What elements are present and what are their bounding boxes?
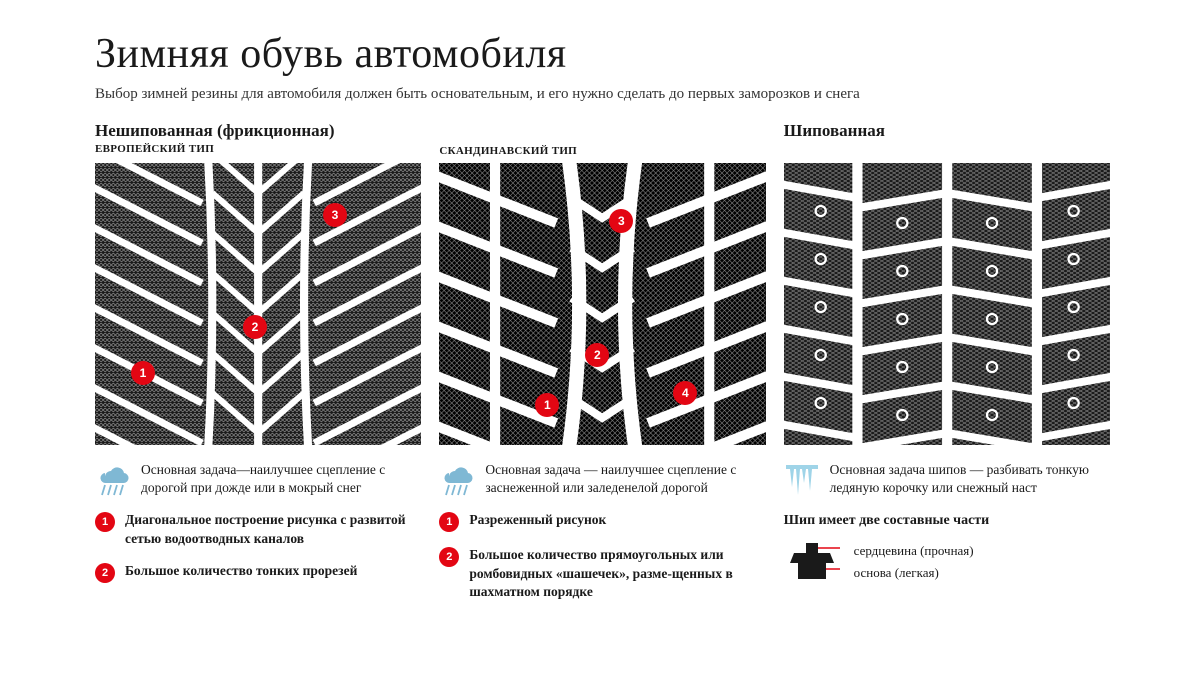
header-nonstudded: Нешипованная (фрикционная) xyxy=(95,121,421,141)
sub-european: ЕВРОПЕЙСКИЙ ТИП xyxy=(95,143,421,155)
col-european: Нешипованная (фрикционная) ЕВРОПЕЙСКИЙ Т… xyxy=(95,121,421,601)
tire-marker: 2 xyxy=(243,315,267,339)
tread-studded-svg xyxy=(784,163,1110,445)
bullet-number: 1 xyxy=(439,512,459,532)
col-scandinavian: СКАНДИНАВСКИЙ ТИП xyxy=(439,121,765,601)
rain-cloud-icon xyxy=(95,461,131,497)
tread-scandinavian-svg xyxy=(439,163,765,445)
bullet-text: Диагональное построение рисунка с развит… xyxy=(125,511,421,547)
bullet-row: 2 Большое количество тонких прорезей xyxy=(95,562,421,583)
icicles-icon xyxy=(784,461,820,497)
page-subtitle: Выбор зимней резины для автомобиля долже… xyxy=(95,86,1110,103)
col-studded: Шипованная xyxy=(784,121,1110,601)
bullet-number: 2 xyxy=(439,547,459,567)
tire-studded xyxy=(784,163,1110,445)
tire-marker: 1 xyxy=(131,361,155,385)
bullet-row: 2 Большое количество прямоугольных или ро… xyxy=(439,546,765,601)
desc-studded: Основная задача шипов — разбивать тонкую… xyxy=(830,461,1110,497)
stud-diagram: сердцевина (прочная) основа (легкая) xyxy=(784,539,1110,585)
columns-container: Нешипованная (фрикционная) ЕВРОПЕЙСКИЙ Т… xyxy=(95,121,1110,601)
stud-shape-icon xyxy=(784,539,840,585)
bullet-text: Большое количество прямоугольных или ром… xyxy=(469,546,765,601)
bullet-row: 1 Диагональное построение рисунка с разви… xyxy=(95,511,421,547)
desc-european: Основная задача—наилучшее сцепление с до… xyxy=(141,461,421,497)
sub-scandinavian: СКАНДИНАВСКИЙ ТИП xyxy=(439,145,577,157)
tire-marker: 3 xyxy=(323,203,347,227)
stud-base-label: основа (легкая) xyxy=(854,562,974,584)
bullet-number: 2 xyxy=(95,563,115,583)
bullet-row: 1 Разреженный рисунок xyxy=(439,511,765,532)
bullet-text: Разреженный рисунок xyxy=(469,511,606,529)
rain-cloud-icon xyxy=(439,461,475,497)
tire-european: 1 2 3 xyxy=(95,163,421,445)
desc-scandinavian: Основная задача — наилучшее сцепление с … xyxy=(485,461,765,497)
tire-scandinavian: 1234 xyxy=(439,163,765,445)
bullet-number: 1 xyxy=(95,512,115,532)
tread-european-svg xyxy=(95,163,421,445)
header-studded: Шипованная xyxy=(784,121,1110,141)
stud-parts-title: Шип имеет две составные части xyxy=(784,513,1110,529)
page-title: Зимняя обувь автомобиля xyxy=(95,30,1110,78)
bullet-text: Большое количество тонких прорезей xyxy=(125,562,357,580)
stud-core-label: сердцевина (прочная) xyxy=(854,540,974,562)
